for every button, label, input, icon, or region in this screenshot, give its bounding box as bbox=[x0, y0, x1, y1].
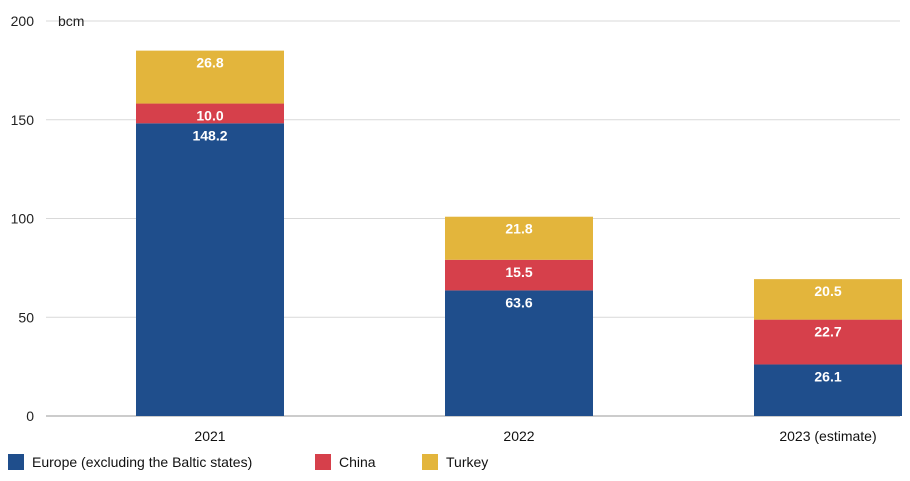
y-tick-label: 150 bbox=[11, 112, 35, 128]
bar-segment bbox=[136, 123, 284, 417]
x-tick-label: 2022 bbox=[503, 428, 534, 444]
bars bbox=[136, 50, 902, 417]
x-tick-label: 2021 bbox=[194, 428, 225, 444]
x-axis-category-labels: 2021 2022 2023 (estimate) bbox=[194, 428, 876, 444]
y-tick-label: 50 bbox=[18, 309, 34, 325]
bar-segment bbox=[754, 319, 902, 365]
data-label: 26.1 bbox=[814, 368, 841, 384]
data-label: 63.6 bbox=[505, 294, 532, 310]
legend-swatch bbox=[8, 454, 24, 470]
data-labels: 148.2 10.0 26.8 63.6 15.5 21.8 26.1 22.7 20.5 bbox=[192, 55, 841, 385]
data-label: 15.5 bbox=[505, 264, 532, 280]
bar-segment bbox=[754, 279, 902, 320]
y-tick-label: 100 bbox=[11, 211, 35, 227]
bar-segment bbox=[136, 103, 284, 124]
legend-label: Turkey bbox=[446, 454, 488, 470]
bar-segment bbox=[445, 259, 593, 291]
legend-swatch bbox=[315, 454, 331, 470]
y-tick-label: 200 bbox=[11, 13, 35, 29]
data-label: 21.8 bbox=[505, 221, 532, 237]
data-label: 26.8 bbox=[196, 55, 223, 71]
y-axis-unit-label: bcm bbox=[58, 13, 84, 29]
data-label: 20.5 bbox=[814, 283, 841, 299]
y-tick-label: 0 bbox=[26, 408, 34, 424]
bar-segment bbox=[136, 50, 284, 104]
bar-segment bbox=[445, 290, 593, 416]
x-tick-label: 2023 (estimate) bbox=[779, 428, 876, 444]
bar-segment bbox=[445, 216, 593, 260]
legend-label: Europe (excluding the Baltic states) bbox=[32, 454, 252, 470]
data-label: 10.0 bbox=[196, 108, 223, 124]
legend-swatch bbox=[422, 454, 438, 470]
bar-segment bbox=[754, 364, 902, 416]
legend: Europe (excluding the Baltic states) Chin… bbox=[8, 454, 488, 470]
legend-label: China bbox=[339, 454, 376, 470]
data-label: 148.2 bbox=[192, 127, 227, 143]
data-label: 22.7 bbox=[814, 324, 841, 340]
y-axis-ticks: 0 50 100 150 200 bbox=[11, 13, 35, 424]
